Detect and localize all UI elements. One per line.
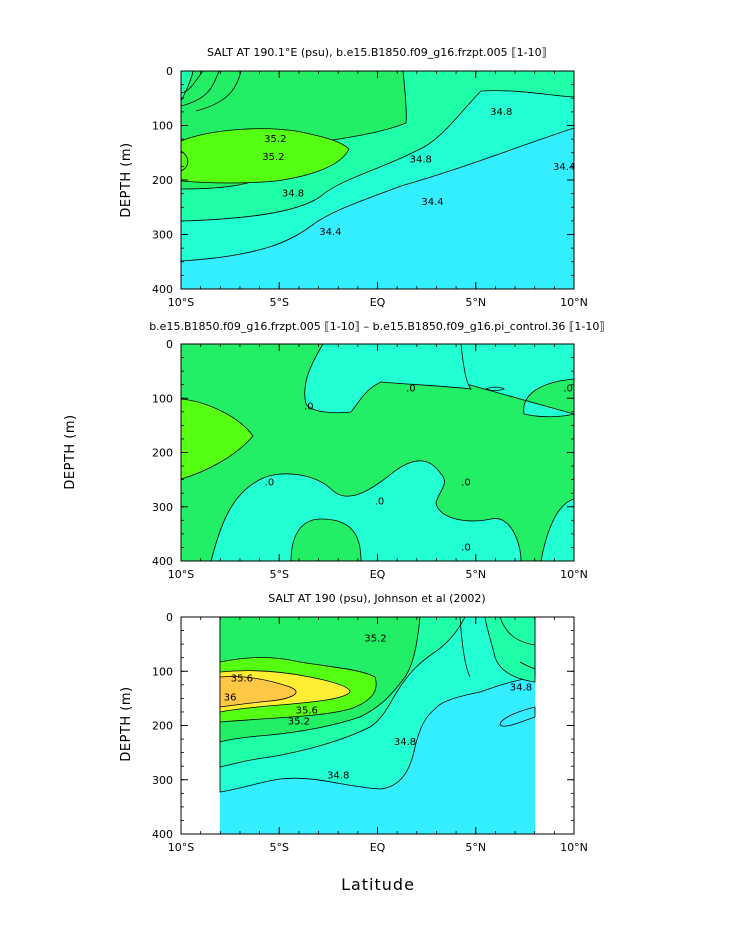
panel-2: b.e15.B1850.f09_g16.frzpt.005 ⟦1-10⟧ – b… [63,320,605,581]
y-tick-label: 400 [152,828,173,841]
panel-1-title: SALT AT 190.1°E (psu), b.e15.B1850.f09_g… [207,46,547,59]
y-tick-label: 0 [166,65,173,78]
x-tick-label: EQ [370,296,386,309]
panel-1-x-ticks: 10°S 5°S EQ 5°N 10°N [168,71,588,309]
panel-1-y-axis-label: DEPTH (m) [119,142,134,217]
y-tick-label: 200 [152,174,173,187]
contour-label: 34.8 [510,683,532,694]
panel-3-fill-34.8-right-inner [499,706,536,727]
contour-label: 34.4 [553,162,575,173]
y-tick-label: 400 [152,555,173,568]
x-tick-label: EQ [370,568,386,581]
panel-2-contour-labels: .0 .0 .0 .0 .0 .0 .0 [265,383,573,553]
contour-label: 35.2 [364,634,386,645]
x-tick-label: 10°N [560,296,588,309]
panel-2-plot [181,344,574,561]
x-tick-label: 5°N [465,296,486,309]
y-tick-label: 200 [152,720,173,733]
contour-label: .0 [265,477,275,488]
x-tick-label: 10°N [560,568,588,581]
contour-label: 34.8 [410,154,432,165]
y-tick-label: 0 [166,338,173,351]
panel-3-x-ticks: 10°S 5°S EQ 5°N 10°N [168,617,588,854]
panel-2-x-ticks: 10°S 5°S EQ 5°N 10°N [168,344,588,581]
contour-label: 35.6 [231,673,253,684]
panel-1-plot [181,71,574,289]
contour-label: 34.8 [394,737,416,748]
x-tick-label: EQ [370,841,386,854]
panel-3-surface-lines [459,617,536,678]
x-tick-label: 10°N [560,841,588,854]
x-tick-label: 5°S [270,841,289,854]
panel-2-fill-pos-lower [210,460,522,561]
contour-label: .0 [461,542,471,553]
panel-1-contour-labels: 35.2 35.2 34.8 34.4 34.8 34.4 34.8 34.4 [262,107,575,238]
contour-label: 34.4 [319,227,341,238]
x-tick-label: 10°S [168,841,194,854]
y-tick-label: 300 [152,774,173,787]
contour-label: 36 [224,692,237,703]
y-tick-label: 100 [152,665,173,678]
x-tick-label: 10°S [168,296,194,309]
contour-label: .0 [563,383,573,394]
y-tick-label: 100 [152,392,173,405]
y-tick-label: 0 [166,611,173,624]
y-tick-label: 300 [152,229,173,242]
contour-label: .0 [304,401,314,412]
contour-label: 35.6 [296,705,318,716]
panel-2-y-ticks: 0 100 200 300 400 [152,338,574,568]
y-tick-label: 300 [152,501,173,514]
x-tick-label: 5°N [465,568,486,581]
panel-2-fill-pos-upper [304,344,473,414]
contour-label: 34.8 [282,189,304,200]
x-tick-label: 5°S [270,568,289,581]
contour-label: 34.8 [490,107,512,118]
panel-2-title: b.e15.B1850.f09_g16.frzpt.005 ⟦1-10⟧ – b… [149,320,605,333]
panel-3-title: SALT AT 190 (psu), Johnson et al (2002) [268,592,485,605]
y-tick-label: 200 [152,447,173,460]
x-tick-label: 10°S [168,568,194,581]
y-tick-label: 400 [152,283,173,296]
contour-label: 35.2 [288,717,310,728]
y-tick-label: 100 [152,120,173,133]
contour-label: 34.8 [327,770,349,781]
contour-label: .0 [406,383,416,394]
contour-label: .0 [375,496,385,507]
panel-2-fill-max [181,398,254,480]
contour-label: 34.4 [421,197,443,208]
contour-label: .0 [461,477,471,488]
contour-label: 35.2 [264,134,286,145]
panel-1: SALT AT 190.1°E (psu), b.e15.B1850.f09_g… [119,46,588,309]
panel-2-small-feature [484,386,505,391]
panel-3-plot [181,617,574,834]
x-tick-label: 5°S [270,296,289,309]
panel-1-fill-35.2 [181,128,350,184]
panel-3: SALT AT 190 (psu), Johnson et al (2002) … [119,592,588,854]
panel-3-y-ticks: 0 100 200 300 400 [152,611,574,841]
panel-2-y-axis-label: DEPTH (m) [63,414,78,489]
x-tick-label: 5°N [465,841,486,854]
panel-2-fill-pos-right [322,344,574,418]
panel-3-y-axis-label: DEPTH (m) [119,686,134,761]
panel-1-y-ticks: 0 100 200 300 400 [152,65,574,296]
panel-1-surface-lines [181,71,242,172]
contour-label: 35.2 [262,152,284,163]
panel-3-fill-36 [219,676,297,708]
x-axis-label: Latitude [341,875,415,894]
